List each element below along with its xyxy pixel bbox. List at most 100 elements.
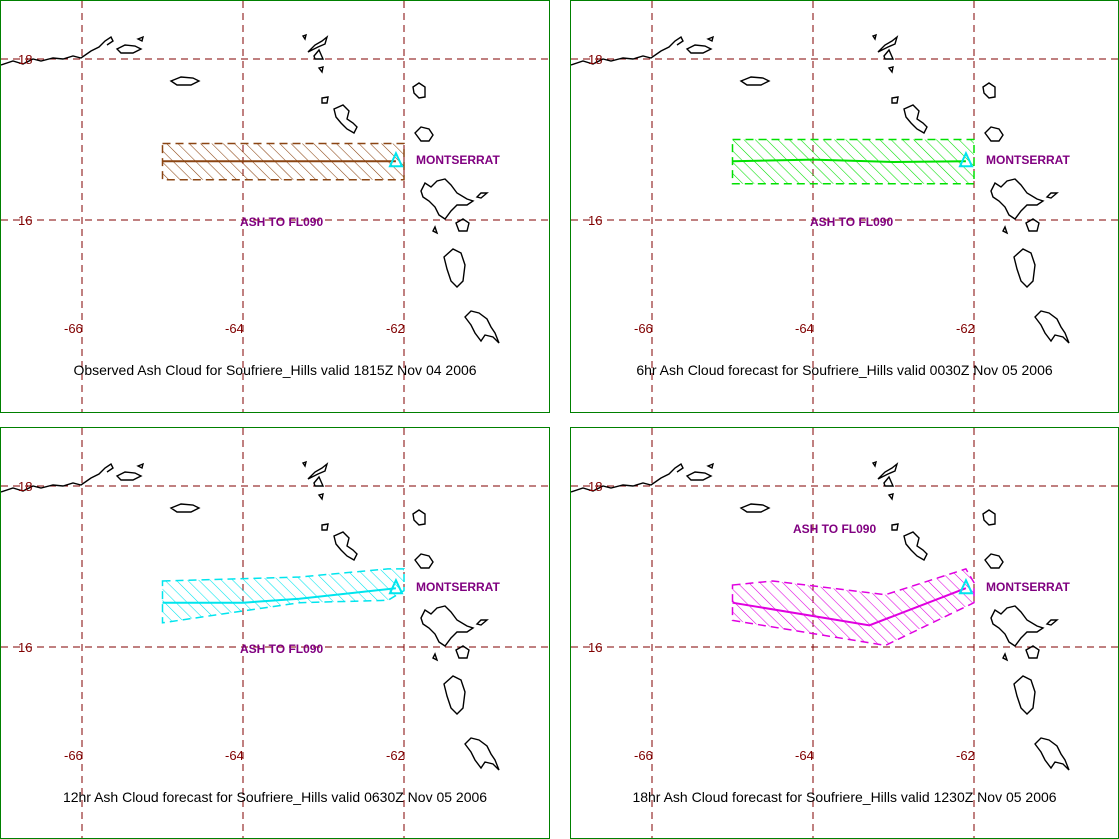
- coastline-13: [1045, 192, 1059, 199]
- tick-label-lat-18: 18: [18, 479, 32, 494]
- coastline-8: [321, 523, 329, 531]
- coastline-7: [301, 460, 307, 468]
- map-panel-18hr: 18 16 -66 -64 -62 ASH TO FL090 MONTSERRAT 18hr …: [570, 427, 1119, 839]
- coastline-2: [169, 503, 201, 513]
- volcano-triangle-icon: [388, 577, 404, 595]
- coastline-14: [1002, 652, 1009, 662]
- tick-label-lon-64: -64: [225, 321, 244, 336]
- coastline-0: [1, 35, 114, 66]
- ash-cloud-polygon: [161, 568, 405, 624]
- coastline-5: [883, 475, 895, 487]
- coastline-16: [1013, 248, 1036, 288]
- coastline-4: [307, 35, 329, 53]
- panel-caption: 18hr Ash Cloud forecast for Soufriere_Hi…: [632, 789, 1057, 805]
- map-svg: 18 16 -66 -64 -62 ASH TO FL090 MONTSERRAT: [1, 428, 549, 838]
- coastline-11: [984, 553, 1004, 569]
- tick-label-lat-16: 16: [588, 213, 602, 228]
- montserrat-label: MONTSERRAT: [986, 153, 1070, 167]
- tick-label-lon-64: -64: [225, 748, 244, 763]
- coastline-16: [443, 248, 466, 288]
- coastline-13: [1045, 619, 1059, 626]
- map-svg: 18 16 -66 -64 -62 ASH TO FL090 MONTSERRAT: [571, 428, 1118, 838]
- coastline-7: [871, 460, 877, 468]
- tick-label-lon-62: -62: [956, 321, 975, 336]
- coastline-14: [432, 652, 439, 662]
- tick-label-lon-64: -64: [795, 321, 814, 336]
- coastline-2: [739, 503, 771, 513]
- coastline-5: [313, 475, 325, 487]
- coastline-10: [412, 82, 426, 99]
- coastline-5: [313, 48, 325, 60]
- montserrat-label: MONTSERRAT: [416, 153, 500, 167]
- coastline-11: [414, 553, 434, 569]
- coastline-4: [307, 462, 329, 480]
- coastline-13: [475, 619, 489, 626]
- coastline-16: [443, 675, 466, 715]
- coastline-3: [136, 35, 145, 43]
- ash-cloud-axis-line: [732, 587, 967, 627]
- coastline-6: [887, 66, 894, 74]
- coastline-0: [571, 462, 684, 493]
- coastline-12: [990, 605, 1045, 647]
- coastline-3: [706, 35, 715, 43]
- coastline-10: [412, 509, 426, 526]
- coastline-10: [982, 509, 996, 526]
- coastline-15: [455, 645, 470, 659]
- tick-label-lat-18: 18: [588, 52, 602, 67]
- coastline-17: [464, 737, 500, 771]
- tick-label-lat-16: 16: [18, 213, 32, 228]
- coastline-14: [1002, 225, 1009, 235]
- coastline-17: [1034, 737, 1070, 771]
- coastline-3: [706, 462, 715, 470]
- tick-label-lon-62: -62: [386, 321, 405, 336]
- volcano-triangle-icon: [958, 577, 974, 595]
- ash-cloud-polygon: [731, 568, 975, 647]
- ash-height-label: ASH TO FL090: [240, 215, 323, 229]
- tick-label-lat-18: 18: [588, 479, 602, 494]
- coastline-6: [317, 493, 324, 501]
- coastline-4: [877, 35, 899, 53]
- coastline-17: [1034, 310, 1070, 344]
- coastline-12: [990, 178, 1045, 220]
- coastline-6: [317, 66, 324, 74]
- map-panel-observed: 18 16 -66 -64 -62 ASH TO FL090 MONTSERRAT Obser…: [0, 0, 550, 413]
- coastline-11: [984, 126, 1004, 142]
- map-svg: 18 16 -66 -64 -62 ASH TO FL090 MONTSERRAT: [1, 1, 549, 412]
- tick-label-lon-64: -64: [795, 748, 814, 763]
- coastline-7: [301, 33, 307, 41]
- coastline-0: [1, 462, 114, 493]
- panel-caption: 12hr Ash Cloud forecast for Soufriere_Hi…: [62, 789, 488, 805]
- montserrat-label: MONTSERRAT: [986, 580, 1070, 594]
- coastline-16: [1013, 675, 1036, 715]
- coastline-11: [414, 126, 434, 142]
- coastline-8: [321, 96, 329, 104]
- coastline-9: [333, 531, 358, 561]
- coastline-10: [982, 82, 996, 99]
- volcano-triangle-icon: [958, 150, 974, 168]
- tick-label-lon-66: -66: [634, 321, 653, 336]
- tick-label-lon-66: -66: [64, 748, 83, 763]
- coastline-0: [571, 35, 684, 66]
- volcano-triangle-icon: [388, 150, 404, 168]
- map-svg: 18 16 -66 -64 -62 ASH TO FL090 MONTSERRAT: [571, 1, 1118, 412]
- tick-label-lon-62: -62: [956, 748, 975, 763]
- panel-caption: 6hr Ash Cloud forecast for Soufriere_Hil…: [636, 362, 1053, 378]
- map-panel-12hr: 18 16 -66 -64 -62 ASH TO FL090 MONTSERRAT 12hr …: [0, 427, 550, 839]
- tick-label-lon-62: -62: [386, 748, 405, 763]
- montserrat-label: MONTSERRAT: [416, 580, 500, 594]
- map-panel-6hr: 18 16 -66 -64 -62 ASH TO FL090 MONTSERRAT 6hr A…: [570, 0, 1119, 413]
- tick-label-lat-18: 18: [18, 52, 32, 67]
- coastline-14: [432, 225, 439, 235]
- ash-height-label: ASH TO FL090: [240, 642, 323, 656]
- coastline-4: [877, 462, 899, 480]
- coastline-1: [115, 44, 143, 54]
- coastline-9: [903, 531, 928, 561]
- tick-label-lon-66: -66: [64, 321, 83, 336]
- tick-label-lon-66: -66: [634, 748, 653, 763]
- coastline-6: [887, 493, 894, 501]
- ash-cloud-axis-line: [732, 158, 966, 164]
- ash-cloud-axis-line: [162, 587, 397, 604]
- coastline-1: [685, 471, 713, 481]
- coastline-2: [169, 76, 201, 86]
- coastline-8: [891, 523, 899, 531]
